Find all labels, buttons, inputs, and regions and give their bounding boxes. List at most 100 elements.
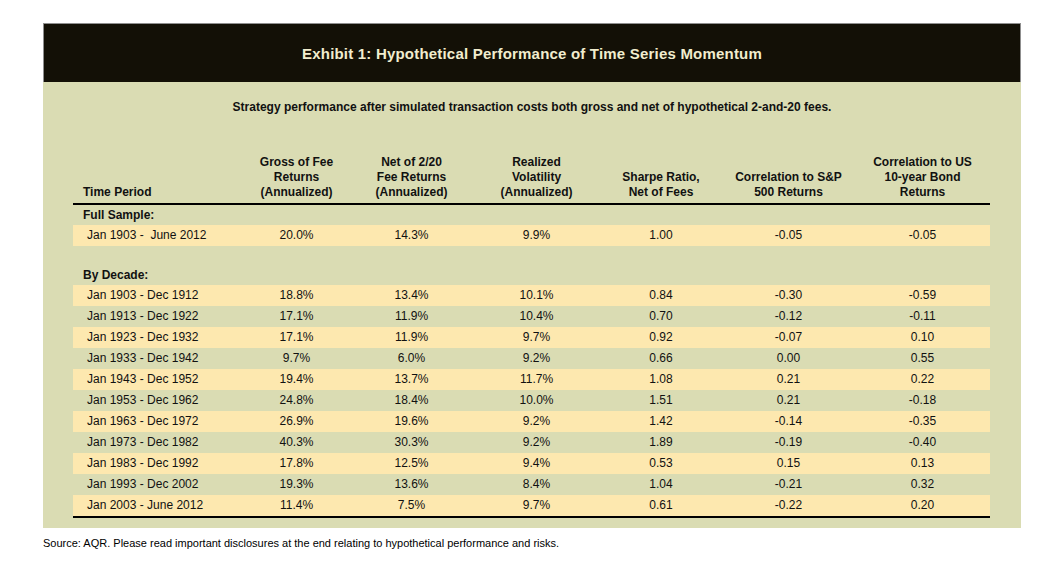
exhibit-panel: Exhibit 1: Hypothetical Performance of T… — [43, 23, 1021, 528]
period-cell: Jan 1973 - Dec 1982 — [73, 432, 243, 453]
value-cell: 14.3% — [350, 225, 473, 246]
value-cell: -0.12 — [722, 306, 855, 327]
section-label-row: Full Sample: — [73, 204, 990, 225]
column-header: Sharpe Ratio, Net of Fees — [600, 140, 722, 204]
value-cell: 11.4% — [243, 495, 350, 517]
value-cell: 1.89 — [600, 432, 722, 453]
value-cell: -0.14 — [722, 411, 855, 432]
table-header-row: Time PeriodGross of Fee Returns (Annuali… — [73, 140, 990, 204]
value-cell: 0.32 — [855, 474, 990, 495]
exhibit-title-bar: Exhibit 1: Hypothetical Performance of T… — [43, 23, 1021, 82]
value-cell: 17.1% — [243, 327, 350, 348]
value-cell: -0.19 — [722, 432, 855, 453]
source-note: Source: AQR. Please read important discl… — [43, 537, 559, 549]
table-row: Jan 1973 - Dec 198240.3%30.3%9.2%1.89-0.… — [73, 432, 990, 453]
value-cell: 0.00 — [722, 348, 855, 369]
value-cell: 17.1% — [243, 306, 350, 327]
value-cell: 18.4% — [350, 390, 473, 411]
value-cell: 0.15 — [722, 453, 855, 474]
value-cell: 10.0% — [473, 390, 600, 411]
value-cell: 18.8% — [243, 285, 350, 306]
value-cell: -0.22 — [722, 495, 855, 517]
exhibit-title: Exhibit 1: Hypothetical Performance of T… — [302, 45, 762, 62]
value-cell: 13.6% — [350, 474, 473, 495]
period-cell: Jan 1943 - Dec 1952 — [73, 369, 243, 390]
period-cell: Jan 1933 - Dec 1942 — [73, 348, 243, 369]
value-cell: 1.08 — [600, 369, 722, 390]
value-cell: 0.66 — [600, 348, 722, 369]
value-cell: 0.22 — [855, 369, 990, 390]
section-label: By Decade: — [73, 265, 990, 285]
period-cell: Jan 1963 - Dec 1972 — [73, 411, 243, 432]
value-cell: 0.20 — [855, 495, 990, 517]
column-header: Correlation to US 10-year Bond Returns — [855, 140, 990, 204]
spacer-cell — [73, 246, 990, 265]
period-cell: Jan 1953 - Dec 1962 — [73, 390, 243, 411]
value-cell: 20.0% — [243, 225, 350, 246]
value-cell: 11.9% — [350, 327, 473, 348]
value-cell: 6.0% — [350, 348, 473, 369]
column-header: Realized Volatility (Annualized) — [473, 140, 600, 204]
value-cell: 9.4% — [473, 453, 600, 474]
table-row: Jan 1903 - June 201220.0%14.3%9.9%1.00-0… — [73, 225, 990, 246]
value-cell: 7.5% — [350, 495, 473, 517]
period-cell: Jan 2003 - June 2012 — [73, 495, 243, 517]
value-cell: -0.18 — [855, 390, 990, 411]
value-cell: -0.35 — [855, 411, 990, 432]
value-cell: 17.8% — [243, 453, 350, 474]
value-cell: 0.70 — [600, 306, 722, 327]
value-cell: 8.4% — [473, 474, 600, 495]
value-cell: 11.7% — [473, 369, 600, 390]
value-cell: 0.84 — [600, 285, 722, 306]
value-cell: 0.55 — [855, 348, 990, 369]
table-row: Jan 1993 - Dec 200219.3%13.6%8.4%1.04-0.… — [73, 474, 990, 495]
value-cell: -0.07 — [722, 327, 855, 348]
column-header-time-period: Time Period — [73, 140, 243, 204]
value-cell: 13.7% — [350, 369, 473, 390]
value-cell: 11.9% — [350, 306, 473, 327]
period-cell: Jan 1923 - Dec 1932 — [73, 327, 243, 348]
period-cell: Jan 1913 - Dec 1922 — [73, 306, 243, 327]
table-row: Jan 1903 - Dec 191218.8%13.4%10.1%0.84-0… — [73, 285, 990, 306]
value-cell: 26.9% — [243, 411, 350, 432]
table-row: Jan 1963 - Dec 197226.9%19.6%9.2%1.42-0.… — [73, 411, 990, 432]
value-cell: 9.7% — [473, 495, 600, 517]
value-cell: -0.05 — [855, 225, 990, 246]
value-cell: -0.40 — [855, 432, 990, 453]
value-cell: 0.13 — [855, 453, 990, 474]
value-cell: 19.4% — [243, 369, 350, 390]
value-cell: -0.59 — [855, 285, 990, 306]
value-cell: 19.6% — [350, 411, 473, 432]
value-cell: 1.42 — [600, 411, 722, 432]
spacer-row — [73, 246, 990, 265]
value-cell: 30.3% — [350, 432, 473, 453]
table-row: Jan 1953 - Dec 196224.8%18.4%10.0%1.510.… — [73, 390, 990, 411]
section-label-row: By Decade: — [73, 265, 990, 285]
value-cell: 40.3% — [243, 432, 350, 453]
value-cell: -0.11 — [855, 306, 990, 327]
table-row: Jan 1913 - Dec 192217.1%11.9%10.4%0.70-0… — [73, 306, 990, 327]
table-row: Jan 1983 - Dec 199217.8%12.5%9.4%0.530.1… — [73, 453, 990, 474]
column-header: Correlation to S&P 500 Returns — [722, 140, 855, 204]
value-cell: -0.21 — [722, 474, 855, 495]
value-cell: 24.8% — [243, 390, 350, 411]
value-cell: 0.10 — [855, 327, 990, 348]
value-cell: 0.53 — [600, 453, 722, 474]
column-header: Gross of Fee Returns (Annualized) — [243, 140, 350, 204]
value-cell: 1.51 — [600, 390, 722, 411]
value-cell: 0.21 — [722, 369, 855, 390]
value-cell: 9.9% — [473, 225, 600, 246]
value-cell: 9.2% — [473, 432, 600, 453]
value-cell: 9.2% — [473, 348, 600, 369]
value-cell: 19.3% — [243, 474, 350, 495]
value-cell: 0.61 — [600, 495, 722, 517]
period-cell: Jan 1903 - June 2012 — [73, 225, 243, 246]
value-cell: -0.05 — [722, 225, 855, 246]
value-cell: 12.5% — [350, 453, 473, 474]
value-cell: 0.21 — [722, 390, 855, 411]
table-row: Jan 1933 - Dec 19429.7%6.0%9.2%0.660.000… — [73, 348, 990, 369]
table-row: Jan 2003 - June 201211.4%7.5%9.7%0.61-0.… — [73, 495, 990, 517]
table-row: Jan 1943 - Dec 195219.4%13.7%11.7%1.080.… — [73, 369, 990, 390]
period-cell: Jan 1993 - Dec 2002 — [73, 474, 243, 495]
value-cell: 9.2% — [473, 411, 600, 432]
